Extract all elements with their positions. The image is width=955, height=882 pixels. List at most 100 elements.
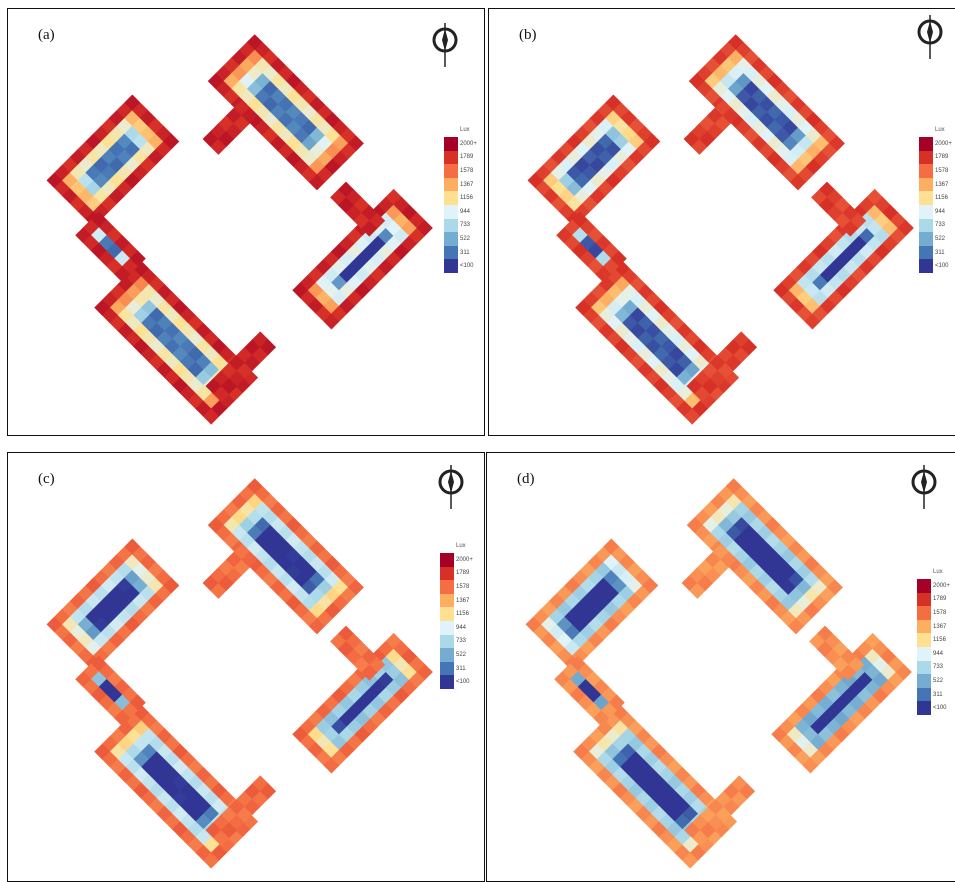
legend-swatch bbox=[444, 245, 458, 260]
legend-tick-label: 1578 bbox=[935, 168, 949, 174]
building-wing bbox=[686, 478, 843, 635]
legend-tick-label: 522 bbox=[456, 652, 467, 658]
legend-swatch bbox=[444, 137, 458, 152]
legend-swatch bbox=[440, 593, 454, 608]
legend-swatch bbox=[919, 218, 933, 233]
building-wing bbox=[205, 775, 277, 846]
legend-swatch bbox=[444, 191, 458, 206]
building-wing bbox=[46, 538, 180, 672]
building-wing bbox=[573, 704, 738, 869]
legend-tick-label: 1789 bbox=[456, 570, 470, 577]
legend-tick-label: 522 bbox=[935, 236, 946, 242]
legend-tick-label: 1789 bbox=[933, 596, 947, 603]
legend-tick-label: <100 bbox=[933, 705, 947, 712]
legend-swatch bbox=[917, 592, 931, 607]
panel-label-d: (d) bbox=[517, 471, 535, 487]
daylight-map-d bbox=[525, 478, 912, 869]
panel-label-c: (c) bbox=[38, 471, 55, 487]
legend-tick-label: 311 bbox=[456, 665, 466, 672]
lux-cell bbox=[789, 174, 807, 191]
legend-swatch bbox=[917, 674, 931, 689]
legend-unit-c: Lux bbox=[456, 543, 466, 549]
legend-swatch bbox=[917, 579, 931, 594]
legend-tick-label: <100 bbox=[460, 263, 474, 270]
lux-cell bbox=[644, 133, 661, 150]
legend-tick-label: 2000+ bbox=[460, 140, 477, 147]
legend-tick-label: 1578 bbox=[933, 610, 947, 616]
building-wing bbox=[681, 543, 737, 599]
legend-swatch bbox=[440, 566, 454, 581]
legend-tick-label: 733 bbox=[935, 222, 946, 229]
legend-unit-a: Lux bbox=[460, 127, 470, 133]
legend-tick-label: 733 bbox=[456, 638, 467, 645]
building-wing bbox=[94, 260, 259, 425]
lux-legend-c: Lux 2000+ 1789 1578 1367 1156 944 733 522 311 <10… bbox=[440, 543, 484, 693]
legend-tick-label: 1156 bbox=[460, 195, 473, 202]
legend-tick-label: 944 bbox=[460, 208, 471, 215]
legend-swatch bbox=[917, 701, 931, 716]
panel-d: (d) Lux 2000+ 1789 1578 1367 1156 944 733 522 31… bbox=[486, 452, 955, 882]
panel-c: (c) Lux 2000+ 1789 1578 1367 1156 944 733 522 31… bbox=[7, 452, 485, 882]
lux-legend-b: Lux 2000+ 1789 1578 1367 1156 944 733 522 311 <10… bbox=[919, 127, 955, 277]
legend-swatch bbox=[919, 164, 933, 179]
legend-tick-label: 1367 bbox=[933, 623, 947, 630]
legend-swatch bbox=[444, 150, 458, 165]
legend-swatch bbox=[440, 580, 454, 595]
daylight-plan-b bbox=[527, 34, 914, 425]
daylight-map-a bbox=[46, 34, 433, 425]
legend-swatch bbox=[444, 218, 458, 233]
building-wing bbox=[46, 94, 180, 228]
legend-swatch bbox=[917, 606, 931, 621]
legend-swatch bbox=[919, 205, 933, 220]
north-arrow-icon bbox=[434, 465, 468, 509]
legend-color-bar-d bbox=[917, 579, 931, 716]
lux-cell bbox=[361, 664, 378, 681]
building-wing bbox=[94, 704, 259, 869]
legend-tick-label: 311 bbox=[933, 691, 943, 698]
building-wing bbox=[202, 543, 258, 599]
lux-cell bbox=[740, 339, 758, 356]
lux-legend-d: Lux 2000+ 1789 1578 1367 1156 944 733 522 311 <10… bbox=[917, 569, 955, 719]
panel-b: (b) Lux 2000+ 1789 1578 1367 1156 944 733 522 31… bbox=[488, 8, 955, 436]
legend-swatch bbox=[444, 259, 458, 274]
building-wing bbox=[771, 632, 912, 774]
legend-color-bar-b bbox=[919, 137, 933, 274]
legend-tick-label: 733 bbox=[460, 222, 471, 229]
building-wing bbox=[527, 94, 661, 228]
legend-tick-label: 311 bbox=[460, 249, 470, 256]
legend-swatch bbox=[919, 245, 933, 260]
legend-swatch bbox=[440, 675, 454, 690]
lux-cell bbox=[416, 219, 433, 237]
legend-swatch bbox=[919, 137, 933, 152]
building-wing bbox=[683, 99, 739, 155]
legend-swatch bbox=[444, 164, 458, 179]
legend-color-bar-c bbox=[440, 553, 454, 690]
lux-cell bbox=[416, 663, 433, 681]
legend-tick-label: <100 bbox=[935, 263, 949, 270]
building-wing bbox=[684, 775, 756, 846]
legend-swatch bbox=[444, 177, 458, 192]
legend-unit-d: Lux bbox=[933, 569, 943, 575]
panel-label-a: (a) bbox=[38, 27, 55, 43]
legend-tick-label: 1789 bbox=[935, 154, 949, 161]
building-wing bbox=[686, 331, 758, 402]
legend-tick-label: 2000+ bbox=[935, 140, 952, 147]
legend-tick-label: 311 bbox=[935, 249, 945, 256]
legend-tick-label: 1367 bbox=[460, 181, 474, 188]
legend-tick-label: 1156 bbox=[456, 611, 469, 618]
daylight-plan-d bbox=[525, 478, 912, 869]
legend-tick-label: 944 bbox=[935, 208, 946, 215]
legend-swatch bbox=[444, 205, 458, 220]
legend-swatch bbox=[440, 607, 454, 622]
building-wing bbox=[202, 99, 258, 155]
north-arrow-icon bbox=[913, 15, 947, 59]
legend-tick-label: 2000+ bbox=[933, 582, 950, 589]
legend-swatch bbox=[917, 619, 931, 634]
legend-tick-label: 522 bbox=[460, 236, 471, 242]
legend-tick-label: 1367 bbox=[456, 597, 470, 604]
legend-swatch bbox=[444, 232, 458, 247]
legend-tick-label: 1156 bbox=[933, 637, 946, 644]
legend-tick-label: 944 bbox=[933, 650, 944, 657]
legend-swatch bbox=[919, 232, 933, 247]
legend-tick-label: 1367 bbox=[935, 181, 949, 188]
